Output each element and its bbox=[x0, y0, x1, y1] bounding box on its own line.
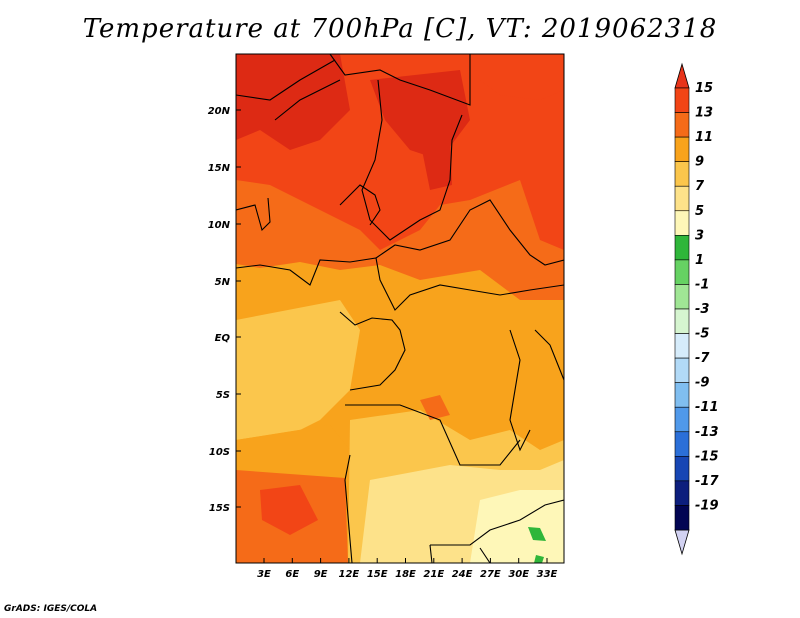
colorbar-label: -17 bbox=[695, 474, 719, 489]
lon-label: 27E bbox=[480, 569, 501, 580]
colorbar-label: 15 bbox=[695, 81, 713, 96]
colorbar-segment bbox=[674, 357, 690, 383]
lat-label: 15S bbox=[209, 503, 230, 514]
colorbar-segment bbox=[674, 210, 690, 236]
colorbar-label: 13 bbox=[695, 106, 713, 121]
lon-label: 21E bbox=[423, 569, 444, 580]
colorbar-label: 9 bbox=[695, 155, 704, 170]
colorbar-segment bbox=[674, 112, 690, 138]
colorbar-segment bbox=[674, 505, 690, 531]
colorbar-segment bbox=[674, 333, 690, 359]
grads-credit: GrADS: IGES/COLA bbox=[4, 604, 98, 614]
colorbar-label: -7 bbox=[695, 351, 710, 366]
colorbar-label: -19 bbox=[695, 498, 719, 513]
colorbar: 15 13 11 9 7 5 3 1 -1 -3 -5 -7 -9 -11 -13 -15 -17 -19 bbox=[674, 62, 719, 556]
colorbar-top-arrow bbox=[674, 62, 690, 89]
colorbar-segment bbox=[674, 87, 690, 113]
colorbar-segment bbox=[674, 431, 690, 457]
lat-label: EQ bbox=[215, 333, 231, 344]
colorbar-label: -15 bbox=[695, 449, 719, 464]
lon-label: 24E bbox=[452, 569, 473, 580]
colorbar-label: 11 bbox=[695, 130, 713, 145]
colorbar-segment bbox=[674, 480, 690, 506]
colorbar-label: -3 bbox=[695, 302, 709, 317]
lat-label: 10S bbox=[209, 447, 230, 458]
lon-label: 30E bbox=[508, 569, 529, 580]
colorbar-segment bbox=[674, 382, 690, 408]
longitude-axis: 3E 6E 9E 12E 15E 18E 21E 24E 27E 30E 33E bbox=[257, 558, 558, 580]
lat-label: 10N bbox=[208, 220, 231, 231]
colorbar-segment bbox=[674, 185, 690, 212]
lon-label: 18E bbox=[395, 569, 416, 580]
colorbar-label: -13 bbox=[695, 425, 719, 440]
lat-label: 20N bbox=[208, 106, 231, 117]
colorbar-segment bbox=[674, 406, 690, 433]
lon-label: 6E bbox=[285, 569, 299, 580]
lon-label: 9E bbox=[314, 569, 328, 580]
colorbar-label: -5 bbox=[695, 327, 709, 342]
colorbar-label: 7 bbox=[695, 179, 705, 194]
colorbar-segment bbox=[674, 235, 690, 261]
map-frame bbox=[235, 53, 565, 564]
colorbar-segment bbox=[674, 259, 690, 285]
colorbar-label: -9 bbox=[695, 376, 709, 391]
colorbar-label: 1 bbox=[695, 253, 704, 268]
lat-label: 5N bbox=[215, 277, 231, 288]
colorbar-segment bbox=[674, 284, 690, 310]
colorbar-segment bbox=[674, 456, 690, 482]
colorbar-bottom-arrow bbox=[674, 529, 690, 556]
latitude-axis: 20N 15N 10N 5N EQ 5S 10S 15S bbox=[208, 106, 241, 514]
lon-label: 3E bbox=[257, 569, 271, 580]
colorbar-label: 3 bbox=[695, 228, 704, 243]
lon-label: 33E bbox=[537, 569, 558, 580]
temperature-field bbox=[236, 54, 564, 563]
colorbar-label: -1 bbox=[695, 277, 709, 292]
lon-label: 12E bbox=[339, 569, 360, 580]
lat-label: 15N bbox=[208, 163, 231, 174]
colorbar-segment bbox=[674, 136, 690, 162]
colorbar-segment bbox=[674, 308, 690, 334]
lat-label: 5S bbox=[216, 390, 230, 401]
country-borders bbox=[236, 54, 564, 563]
lon-label: 15E bbox=[367, 569, 388, 580]
colorbar-label: -11 bbox=[695, 400, 719, 415]
colorbar-label: 5 bbox=[695, 204, 704, 219]
colorbar-segment bbox=[674, 161, 690, 187]
map-title: Temperature at 700hPa [C], VT: 201906231… bbox=[82, 14, 718, 44]
